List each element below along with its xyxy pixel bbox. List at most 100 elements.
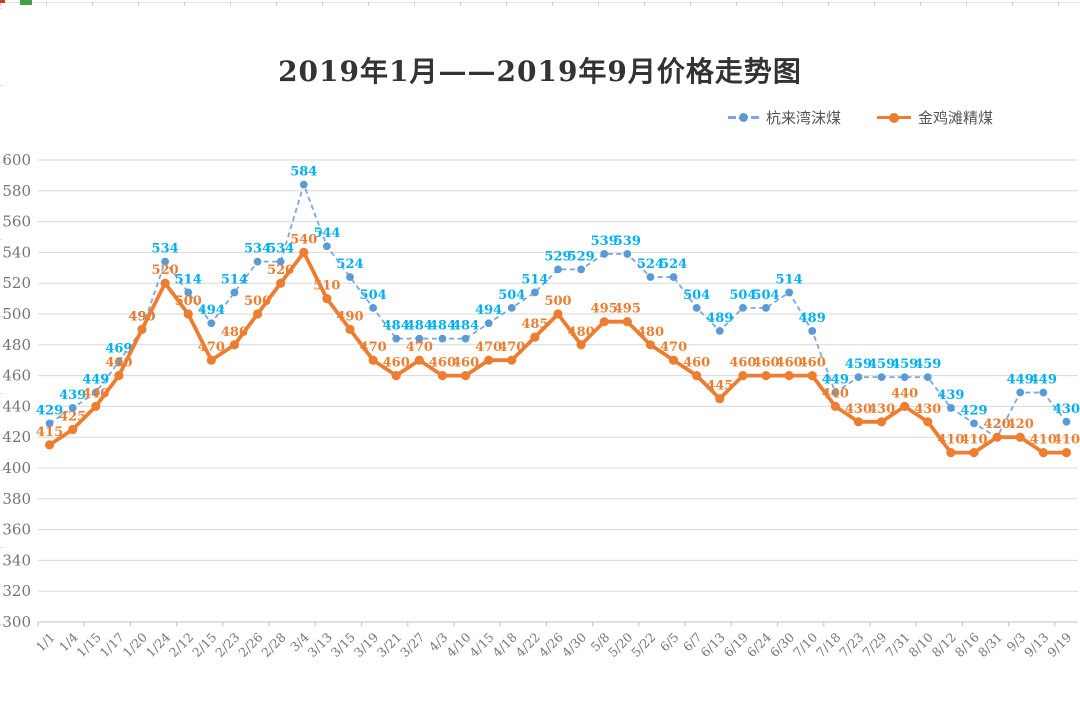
data-point[interactable] — [554, 265, 562, 274]
data-point[interactable] — [645, 340, 656, 350]
data-point[interactable] — [1062, 417, 1071, 426]
data-point[interactable] — [600, 250, 609, 258]
data-point[interactable] — [44, 440, 55, 450]
data-point[interactable] — [970, 419, 978, 428]
data-point[interactable] — [229, 340, 240, 350]
data-point[interactable] — [91, 401, 101, 411]
data-point[interactable] — [831, 388, 840, 397]
data-point[interactable] — [946, 404, 955, 412]
data-point[interactable] — [415, 334, 424, 343]
y-axis-tick-label: 340 — [2, 551, 31, 569]
data-point[interactable] — [854, 373, 863, 382]
data-point[interactable] — [207, 319, 216, 328]
data-point[interactable] — [1015, 432, 1025, 442]
data-point[interactable] — [577, 265, 586, 274]
data-label: 460 — [105, 356, 132, 371]
data-point[interactable] — [161, 257, 170, 266]
data-point[interactable] — [969, 448, 979, 458]
data-point[interactable] — [484, 319, 493, 328]
data-point[interactable] — [276, 278, 286, 288]
data-point[interactable] — [715, 394, 725, 404]
data-label: 470 — [360, 340, 387, 355]
data-point[interactable] — [461, 334, 470, 343]
data-point[interactable] — [368, 355, 378, 365]
data-point[interactable] — [646, 273, 655, 281]
data-point[interactable] — [668, 355, 679, 365]
data-point[interactable] — [692, 303, 701, 312]
data-point[interactable] — [252, 309, 263, 319]
data-point[interactable] — [946, 448, 956, 458]
data-point[interactable] — [530, 288, 539, 297]
data-point[interactable] — [761, 371, 771, 381]
data-point[interactable] — [484, 355, 494, 365]
data-point[interactable] — [346, 273, 354, 281]
data-point[interactable] — [576, 340, 586, 350]
data-point[interactable] — [345, 324, 355, 334]
data-point[interactable] — [206, 355, 216, 365]
data-point[interactable] — [762, 303, 770, 312]
data-point[interactable] — [114, 357, 123, 366]
data-point[interactable] — [923, 417, 933, 427]
data-point[interactable] — [923, 373, 932, 382]
data-point[interactable] — [460, 371, 471, 381]
data-point[interactable] — [322, 294, 332, 304]
data-point[interactable] — [1016, 388, 1025, 397]
data-point[interactable] — [1039, 388, 1048, 397]
data-point[interactable] — [692, 371, 702, 381]
data-point[interactable] — [507, 303, 516, 312]
data-point[interactable] — [553, 309, 563, 319]
y-axis-tick-label: 380 — [2, 490, 31, 508]
data-point[interactable] — [623, 250, 632, 258]
data-point[interactable] — [184, 288, 193, 297]
data-point[interactable] — [183, 309, 193, 319]
data-point[interactable] — [830, 401, 840, 411]
data-point[interactable] — [877, 373, 886, 382]
data-point[interactable] — [253, 257, 262, 266]
data-point[interactable] — [45, 419, 54, 428]
x-axis-category-label: 4/10 — [443, 629, 473, 659]
data-point[interactable] — [876, 417, 887, 427]
data-point[interactable] — [785, 288, 794, 297]
data-point[interactable] — [414, 355, 424, 365]
data-point[interactable] — [669, 273, 678, 281]
data-point[interactable] — [622, 317, 632, 327]
data-label: 459 — [868, 357, 895, 372]
data-point[interactable] — [299, 180, 308, 189]
data-point[interactable] — [1038, 448, 1048, 458]
data-point[interactable] — [230, 288, 239, 297]
data-point[interactable] — [507, 355, 517, 365]
data-point[interactable] — [68, 404, 77, 412]
data-point[interactable] — [808, 327, 817, 335]
legend-item-jinjitan[interactable]: 金鸡滩精煤 — [877, 107, 993, 128]
data-point[interactable] — [114, 371, 124, 381]
data-point[interactable] — [599, 317, 609, 327]
data-point[interactable] — [369, 303, 378, 312]
data-point[interactable] — [900, 373, 909, 382]
data-point[interactable] — [438, 334, 447, 343]
legend-item-hanglaiwan[interactable]: 杭来湾沫煤 — [728, 107, 841, 128]
data-point[interactable] — [391, 371, 401, 381]
data-point[interactable] — [853, 417, 864, 427]
data-point[interactable] — [807, 371, 817, 381]
data-point[interactable] — [437, 371, 448, 381]
data-label: 460 — [776, 356, 803, 371]
data-point[interactable] — [992, 432, 1002, 442]
data-point[interactable] — [715, 327, 724, 335]
data-point[interactable] — [322, 242, 331, 251]
data-point[interactable] — [91, 388, 100, 397]
data-point[interactable] — [738, 303, 747, 312]
data-point[interactable] — [784, 371, 794, 381]
data-point[interactable] — [530, 332, 540, 342]
data-point[interactable] — [68, 424, 78, 435]
data-label: 460 — [752, 356, 779, 371]
data-point[interactable] — [137, 324, 147, 334]
data-point[interactable] — [900, 401, 910, 411]
data-point[interactable] — [160, 278, 170, 288]
data-point[interactable] — [1061, 448, 1072, 458]
data-point[interactable] — [299, 247, 309, 257]
data-point[interactable] — [738, 371, 748, 381]
data-label: 459 — [914, 357, 941, 372]
data-point[interactable] — [276, 257, 285, 266]
data-point[interactable] — [392, 334, 401, 343]
